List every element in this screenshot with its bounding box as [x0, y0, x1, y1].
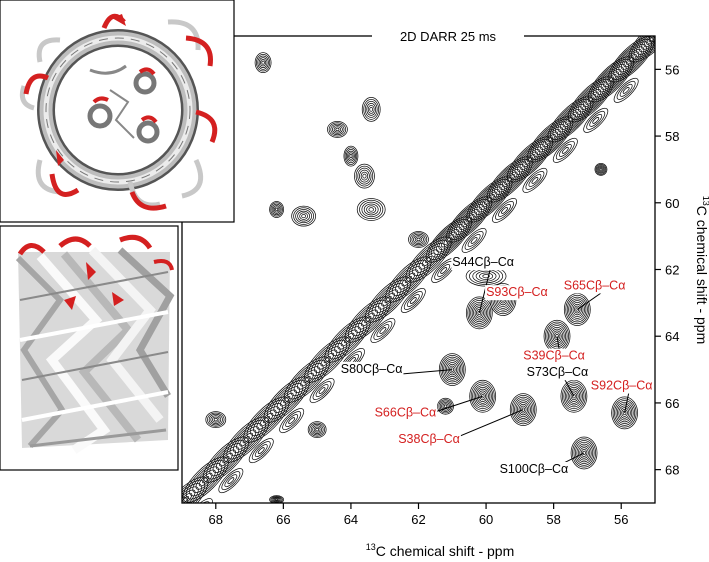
diagonal-contour	[304, 336, 351, 383]
y-axis-title: 13C chemical shift - ppm	[694, 196, 709, 345]
diagonal-side-contour	[552, 137, 578, 163]
peak-label-background	[451, 255, 515, 271]
x-tick-label: 62	[411, 512, 425, 527]
diagonal-side-contour	[187, 498, 213, 503]
peak-label-background	[373, 405, 438, 421]
peak-label-background	[397, 431, 461, 447]
x-tick-label: 56	[614, 512, 628, 527]
peak-label: S66Cβ–Cα	[375, 405, 437, 419]
diagonal-side-contour	[400, 288, 426, 313]
protein-top-view-illustration	[0, 0, 235, 223]
peak-label: S93Cβ–Cα	[486, 285, 548, 299]
cross-peak-contour	[291, 205, 317, 227]
diagonal-side-contour	[583, 107, 609, 133]
diagonal-side-contour	[248, 438, 274, 464]
cross-peak-contour	[343, 145, 359, 167]
peak-leader-line	[478, 269, 491, 313]
protein-side-view-illustration	[0, 225, 179, 471]
diagonal-side-contour	[218, 468, 244, 494]
peak-label: S100Cβ–Cα	[500, 462, 569, 476]
y-tick-label: 56	[665, 62, 679, 77]
peak-contour	[560, 379, 588, 413]
diagonal-side-contour	[522, 167, 548, 193]
peak-annotations: S44Cβ–Cα S93Cβ–Cα S65Cβ–Cα S39Cβ–Cα S73Cβ–Cα…	[339, 255, 654, 477]
cross-peak-contour	[307, 421, 327, 438]
diagonal-contour	[365, 276, 412, 323]
peak-label-background	[485, 285, 549, 301]
peak-label-background	[589, 378, 654, 394]
diagonal-side-contour	[309, 378, 335, 404]
peak-label: S38Cβ–Cα	[398, 432, 460, 446]
cross-peak-contour	[361, 97, 381, 122]
peak-leader-line	[624, 392, 630, 414]
x-tick-label: 60	[479, 512, 493, 527]
y-tick-label: 66	[665, 396, 679, 411]
x-tick-label: 58	[546, 512, 560, 527]
peak-label: S80Cβ–Cα	[341, 362, 403, 376]
diagonal-contour	[202, 436, 249, 483]
diagonal-side-contour	[370, 318, 396, 343]
peak-label: S39Cβ–Cα	[523, 349, 585, 363]
peak-label: S65Cβ–Cα	[564, 279, 626, 293]
x-axis: 68 66 64 62 60 58 56	[209, 503, 628, 527]
peak-contour	[469, 379, 497, 413]
diagonal-side-contour	[279, 408, 305, 434]
peak-label-background	[525, 365, 590, 381]
peak-contour	[465, 296, 493, 330]
diagonal-contour	[628, 36, 655, 63]
cross-peak-contour	[269, 495, 284, 503]
cross-peak-contour	[594, 163, 608, 176]
x-tick-label: 64	[344, 512, 358, 527]
y-tick-label: 58	[665, 129, 679, 144]
peak-label: S73Cβ–Cα	[527, 365, 589, 379]
chart-title: 2D DARR 25 ms	[400, 29, 497, 44]
peak-label-background	[498, 461, 570, 477]
cross-peak-contour	[354, 163, 375, 189]
diagonal-contour	[385, 256, 432, 303]
title-background	[372, 28, 524, 44]
diagonal-contour	[223, 416, 270, 463]
cross-peak-contour	[356, 198, 386, 221]
x-tick-label: 68	[209, 512, 223, 527]
peak-contour	[563, 293, 591, 326]
diagonal-side-contour	[492, 197, 517, 223]
diagonal-side-contour	[613, 77, 639, 103]
peak-contour	[611, 396, 638, 430]
diagonal-side-contour	[461, 228, 487, 253]
diagonal-contour	[182, 496, 189, 503]
peak-label-background	[562, 278, 627, 294]
contour-layer	[182, 36, 655, 503]
diagonal-contour	[263, 376, 310, 423]
x-axis-title: 13C chemical shift - ppm	[366, 542, 515, 559]
y-tick-label: 62	[665, 263, 679, 278]
diagonal-contour	[507, 136, 553, 183]
cross-peak-contour	[254, 52, 272, 74]
cross-peak-contour	[408, 231, 429, 248]
x-tick-label: 66	[276, 512, 290, 527]
peak-label-background	[522, 348, 586, 364]
cross-peak-contour	[205, 411, 227, 428]
peak-leader-line	[564, 379, 575, 397]
peak-contour	[509, 393, 537, 426]
peak-label: S44Cβ–Cα	[452, 255, 514, 269]
peak-label: S92Cβ–Cα	[591, 379, 653, 393]
diagonal-contour	[446, 196, 493, 243]
barrel-top-view-icon	[19, 13, 218, 211]
cross-peak-contour	[269, 201, 284, 218]
barrel-side-view-icon	[15, 234, 175, 454]
peak-contour	[570, 436, 598, 470]
y-tick-label: 64	[665, 329, 679, 344]
diagonal-contour	[324, 316, 371, 363]
diagonal-contour	[567, 76, 614, 123]
diagonal-contour	[648, 36, 655, 43]
peak-label-background	[339, 361, 404, 377]
y-axis: 56 58 60 62 64 66 68	[655, 62, 679, 478]
cross-peak-contour	[327, 121, 348, 138]
diagonal-contour	[284, 356, 330, 403]
y-tick-label: 68	[665, 463, 679, 478]
peak-leader-line	[577, 292, 603, 310]
y-tick-label: 60	[665, 196, 679, 211]
